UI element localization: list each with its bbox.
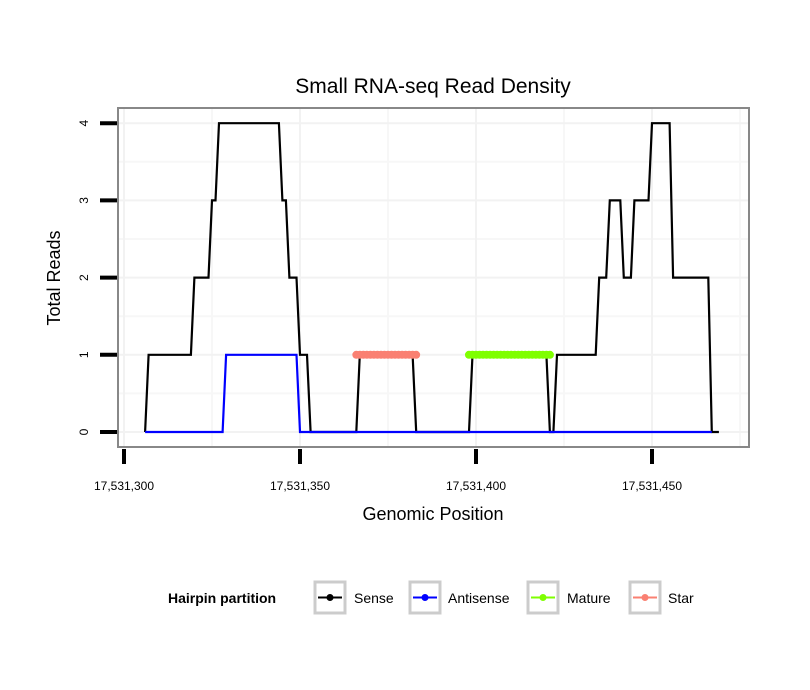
legend-key-point — [326, 594, 334, 601]
series-star — [352, 350, 421, 359]
antisense-line — [145, 353, 712, 434]
legend-item-antisense: Antisense — [408, 580, 510, 615]
y-tick-label: 0 — [77, 428, 91, 435]
y-tick-label: 4 — [77, 120, 91, 127]
star-point — [412, 350, 421, 359]
y-tick-label: 3 — [77, 197, 91, 204]
y-tick-label: 1 — [77, 351, 91, 358]
x-axis: 17,531,300 17,531,350 17,531,400 17,531,450 — [94, 449, 682, 493]
legend-label: Mature — [567, 590, 611, 606]
legend-item-mature: Mature — [526, 580, 611, 615]
chart-title: Small RNA-seq Read Density — [295, 75, 571, 98]
y-axis-title: Total Reads — [44, 230, 64, 325]
x-tick-label: 17,531,450 — [622, 479, 682, 493]
legend-label: Antisense — [448, 590, 510, 606]
legend-item-star: Star — [628, 580, 694, 615]
legend-label: Star — [668, 590, 694, 606]
x-tick-label: 17,531,350 — [270, 479, 330, 493]
legend-item-sense: Sense — [313, 580, 394, 615]
series-mature — [464, 350, 554, 359]
legend-label: Sense — [354, 590, 394, 606]
legend-key-point — [641, 594, 649, 601]
x-axis-title: Genomic Position — [362, 504, 503, 524]
x-tick-label: 17,531,300 — [94, 479, 154, 493]
y-axis: 0 1 2 3 4 — [77, 120, 117, 435]
panel-border — [117, 107, 750, 448]
y-tick-label: 2 — [77, 274, 91, 281]
series-antisense — [145, 353, 712, 434]
plot-panel — [118, 108, 749, 447]
x-tick-label: 17,531,400 — [446, 479, 506, 493]
legend: Hairpin partition Sense Antisense Mature St… — [168, 580, 694, 615]
mature-point — [545, 350, 554, 359]
legend-title: Hairpin partition — [168, 590, 276, 606]
legend-key-point — [539, 594, 547, 601]
series-layer — [144, 122, 719, 434]
legend-key-point — [421, 594, 429, 601]
